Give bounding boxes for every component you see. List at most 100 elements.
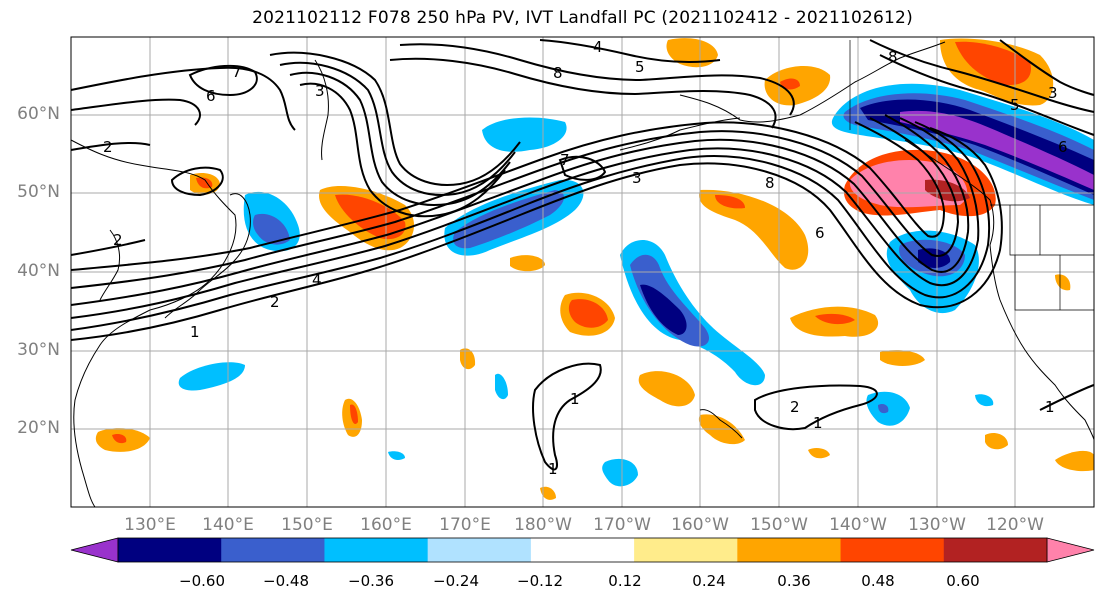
contour-label: 4 xyxy=(593,38,603,56)
contour-label: 5 xyxy=(1010,96,1020,114)
coast-uswest xyxy=(989,244,1095,441)
contour-jet-4 xyxy=(70,114,970,306)
contour-labels: 6 7 3 4 5 8 2 1 7 3 8 6 2 4 2 1 1 2 1 8 … xyxy=(103,38,1068,478)
colorbar-tick-label: 0.60 xyxy=(946,572,980,590)
colorbar-segment xyxy=(737,538,842,562)
contour-label: 1 xyxy=(190,323,200,341)
lon-label: 130°W xyxy=(908,515,966,535)
contour-label: 2 xyxy=(790,398,800,416)
lat-label: 20°N xyxy=(17,418,60,438)
colorbar-tick-label: −0.48 xyxy=(263,572,309,590)
lon-label: 130°E xyxy=(124,515,176,535)
shading-pos-21 xyxy=(1055,274,1071,291)
shading-neg-4d xyxy=(900,110,1094,190)
contour-label: 1 xyxy=(548,460,558,478)
colorbar-tick-label: −0.60 xyxy=(179,572,225,590)
lon-label: 160°W xyxy=(671,515,729,535)
shading-neg-12 xyxy=(975,394,994,407)
coast-alaska xyxy=(679,41,946,123)
shading-neg-8 xyxy=(495,373,508,400)
lon-label: 120°W xyxy=(986,515,1044,535)
contour-label: 7 xyxy=(560,151,570,169)
contour-n-pac-2 xyxy=(389,57,777,129)
contour-east-upper xyxy=(869,39,1095,113)
shading-pos-15 xyxy=(638,371,695,407)
contour-kam-1 xyxy=(299,82,506,218)
colorbar-tick-label: 0.48 xyxy=(861,572,895,590)
shading-pos-10b xyxy=(780,78,800,90)
lat-label: 30°N xyxy=(17,340,60,360)
shading-neg-11 xyxy=(388,451,405,460)
colorbar-tick-label: 0.36 xyxy=(777,572,811,590)
shading-pos-4b xyxy=(568,299,608,328)
contour-label: 6 xyxy=(815,224,825,242)
shading-pos-5 xyxy=(510,255,545,272)
lon-label: 140°E xyxy=(202,515,254,535)
shading-pos-17 xyxy=(985,433,1008,450)
contour-label: 1 xyxy=(813,414,823,432)
border-states-1 xyxy=(1009,205,1094,256)
shading-pos-19 xyxy=(808,447,830,459)
lon-label: 170°E xyxy=(439,515,491,535)
ivt-contours xyxy=(70,39,1095,471)
shading-neg-9b xyxy=(878,403,889,414)
contour-label: 6 xyxy=(1058,138,1068,156)
shading-pos-1b xyxy=(335,194,406,240)
contour-jet-5 xyxy=(70,117,960,289)
contour-label: 4 xyxy=(312,271,322,289)
contour-n-pac-3 xyxy=(539,39,721,64)
shading-pos-12b xyxy=(350,404,358,425)
colorbar-segment xyxy=(324,538,429,562)
shading-pos-6b xyxy=(815,313,855,325)
map-panel: 6 7 3 4 5 8 2 1 7 3 8 6 2 4 2 1 1 2 1 8 … xyxy=(70,36,1095,508)
contour-pac-2 xyxy=(532,362,602,471)
contour-n-pac-1 xyxy=(399,43,795,116)
colorbar-segment xyxy=(840,538,945,562)
shading-neg-10 xyxy=(602,458,638,487)
contour-label: 3 xyxy=(315,82,325,100)
contour-label: 3 xyxy=(632,169,642,187)
shading-pos-3b xyxy=(715,195,745,209)
lat-label: 60°N xyxy=(17,104,60,124)
lon-label: 170°W xyxy=(593,515,651,535)
contour-pac-1 xyxy=(558,155,607,181)
coast-japan xyxy=(164,193,251,319)
shading-pos-20 xyxy=(540,486,556,500)
shading-pos-8b xyxy=(955,41,1031,86)
shading-neg-5 xyxy=(482,117,567,152)
map-frame xyxy=(70,36,1095,508)
colorbar-segment xyxy=(118,538,222,562)
colorbar-frame xyxy=(117,537,1048,563)
map-title: 2021102112 F078 250 hPa PV, IVT Landfall… xyxy=(252,8,913,28)
contour-label: 7 xyxy=(232,63,242,81)
contour-label: 1 xyxy=(570,390,580,408)
shading-pos-3 xyxy=(699,189,809,270)
lon-label: 150°E xyxy=(281,515,333,535)
lon-label: 180°W xyxy=(514,515,572,535)
shading-pos-11 xyxy=(880,350,925,366)
contour-label: 2 xyxy=(103,138,113,156)
colorbar-extend-left xyxy=(70,537,119,563)
shading-pos-14b xyxy=(112,433,127,444)
contour-label: 8 xyxy=(553,64,563,82)
contour-north-1 xyxy=(70,66,296,131)
coast-aleutians xyxy=(619,117,741,151)
contour-east-upper-3 xyxy=(999,39,1095,96)
contour-kam-4 xyxy=(269,51,521,186)
contour-north-3 xyxy=(70,98,201,126)
contour-east-1 xyxy=(1039,384,1095,411)
shading-pos-18 xyxy=(1055,450,1094,472)
colorbar xyxy=(70,537,1095,563)
contour-asia-2 xyxy=(70,239,146,256)
shading-pos-2b xyxy=(196,177,213,189)
contour-east-upper-2 xyxy=(879,54,1095,136)
contour-jet-1 xyxy=(70,127,1003,341)
contour-label: 8 xyxy=(888,48,898,66)
contour-kam-2 xyxy=(289,71,511,206)
colorbar-segment xyxy=(427,538,532,562)
lon-label: 140°W xyxy=(829,515,887,535)
colorbar-tick-label: 0.24 xyxy=(692,572,726,590)
coast-korea xyxy=(99,229,121,301)
lon-label: 160°E xyxy=(360,515,412,535)
